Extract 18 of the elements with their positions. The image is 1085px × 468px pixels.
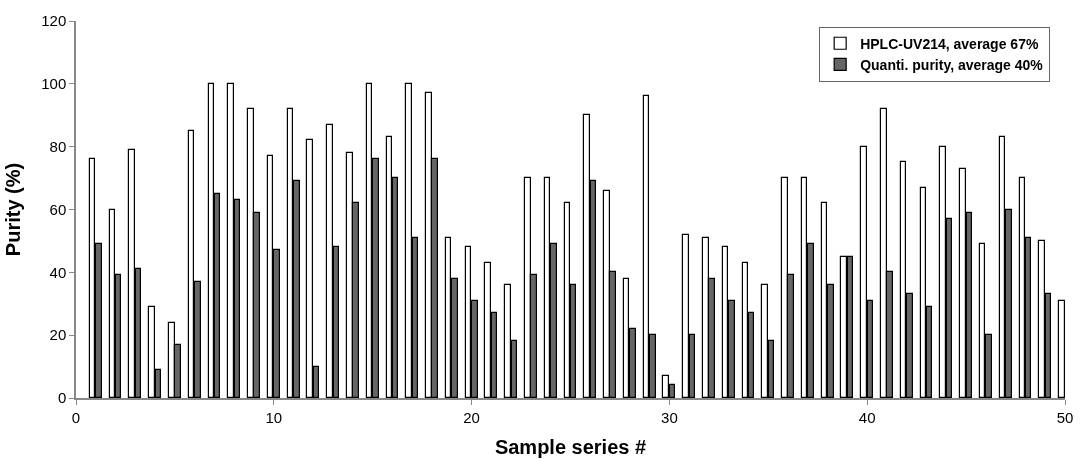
x-tick-label: 20 bbox=[463, 408, 480, 426]
y-tick-label: 120 bbox=[41, 12, 67, 30]
x-axis-title: Sample series # bbox=[494, 435, 647, 458]
y-axis-title: Purity (%) bbox=[2, 162, 25, 257]
x-tick-label: 30 bbox=[661, 408, 678, 426]
y-tick-label: 0 bbox=[57, 389, 67, 407]
y-tick-label: 60 bbox=[49, 200, 67, 218]
x-tick-label: 0 bbox=[71, 408, 81, 426]
y-tick-label: 100 bbox=[41, 75, 67, 93]
x-tick-label: 40 bbox=[858, 408, 876, 426]
x-tick-label: 10 bbox=[265, 408, 283, 426]
y-tick-label: 20 bbox=[49, 326, 67, 344]
legend-label: HPLC-UV214, average 67% bbox=[860, 35, 1039, 52]
x-tick-label: 50 bbox=[1056, 408, 1074, 426]
bar bbox=[1057, 299, 1065, 398]
y-tick-label: 80 bbox=[49, 137, 67, 155]
legend-label: Quanti. purity, average 40% bbox=[860, 56, 1044, 73]
y-tick-label: 40 bbox=[49, 263, 67, 281]
